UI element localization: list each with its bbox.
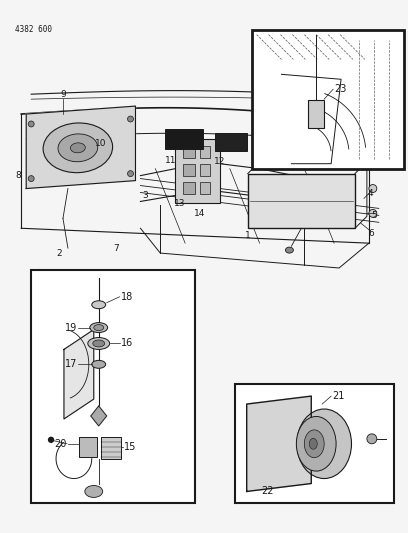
Text: 21: 21 (332, 391, 344, 401)
Text: 3: 3 (142, 191, 148, 200)
Text: 10: 10 (95, 139, 106, 148)
Polygon shape (26, 106, 135, 189)
Bar (183, 164, 195, 175)
Bar (183, 182, 195, 193)
Bar (252, 30, 404, 168)
Text: 7: 7 (113, 244, 118, 253)
Text: 8: 8 (16, 171, 21, 180)
Ellipse shape (85, 486, 103, 497)
Ellipse shape (297, 409, 351, 479)
Text: 5: 5 (371, 211, 377, 220)
Bar (215, 133, 247, 151)
Text: 15: 15 (124, 442, 136, 452)
Circle shape (369, 209, 377, 217)
Text: 22: 22 (262, 487, 274, 496)
Text: 4382 600: 4382 600 (15, 25, 52, 34)
Ellipse shape (92, 301, 106, 309)
Bar (200, 182, 210, 193)
Ellipse shape (94, 325, 104, 330)
Ellipse shape (309, 438, 317, 449)
Bar (248, 174, 355, 228)
Polygon shape (247, 396, 311, 491)
Circle shape (369, 184, 377, 192)
Bar (200, 146, 210, 158)
Ellipse shape (88, 337, 110, 350)
Circle shape (28, 121, 34, 127)
Ellipse shape (92, 360, 106, 368)
Text: 14: 14 (194, 209, 206, 218)
Circle shape (49, 438, 53, 442)
Bar (31, 270, 195, 503)
Circle shape (367, 434, 377, 444)
Text: 23: 23 (334, 84, 346, 94)
Ellipse shape (71, 143, 85, 153)
Circle shape (128, 171, 133, 176)
Bar (200, 164, 210, 175)
Text: 13: 13 (174, 199, 186, 208)
Text: 6: 6 (368, 229, 374, 238)
Bar (308, 100, 324, 128)
Text: 9: 9 (60, 90, 66, 99)
Ellipse shape (58, 134, 98, 161)
Text: 11: 11 (164, 156, 176, 165)
Ellipse shape (43, 123, 113, 173)
Ellipse shape (93, 340, 105, 347)
Circle shape (128, 116, 133, 122)
Bar (165, 129, 203, 149)
Bar (175, 139, 220, 204)
Ellipse shape (304, 430, 324, 458)
Text: 17: 17 (64, 359, 77, 369)
Polygon shape (64, 329, 94, 419)
Text: 12: 12 (214, 157, 226, 166)
Text: 16: 16 (121, 338, 133, 349)
Text: 4: 4 (368, 189, 374, 198)
Text: 2: 2 (56, 248, 62, 257)
Bar (235, 384, 394, 503)
Ellipse shape (296, 416, 336, 471)
Text: 19: 19 (64, 322, 77, 333)
Circle shape (28, 175, 34, 182)
Text: 1: 1 (245, 231, 251, 240)
Ellipse shape (90, 322, 108, 333)
Bar (79, 437, 97, 457)
Text: 18: 18 (121, 292, 133, 302)
Bar (101, 437, 121, 459)
Bar (183, 146, 195, 158)
Polygon shape (91, 406, 106, 426)
Ellipse shape (286, 247, 293, 253)
Text: 20: 20 (55, 439, 67, 449)
